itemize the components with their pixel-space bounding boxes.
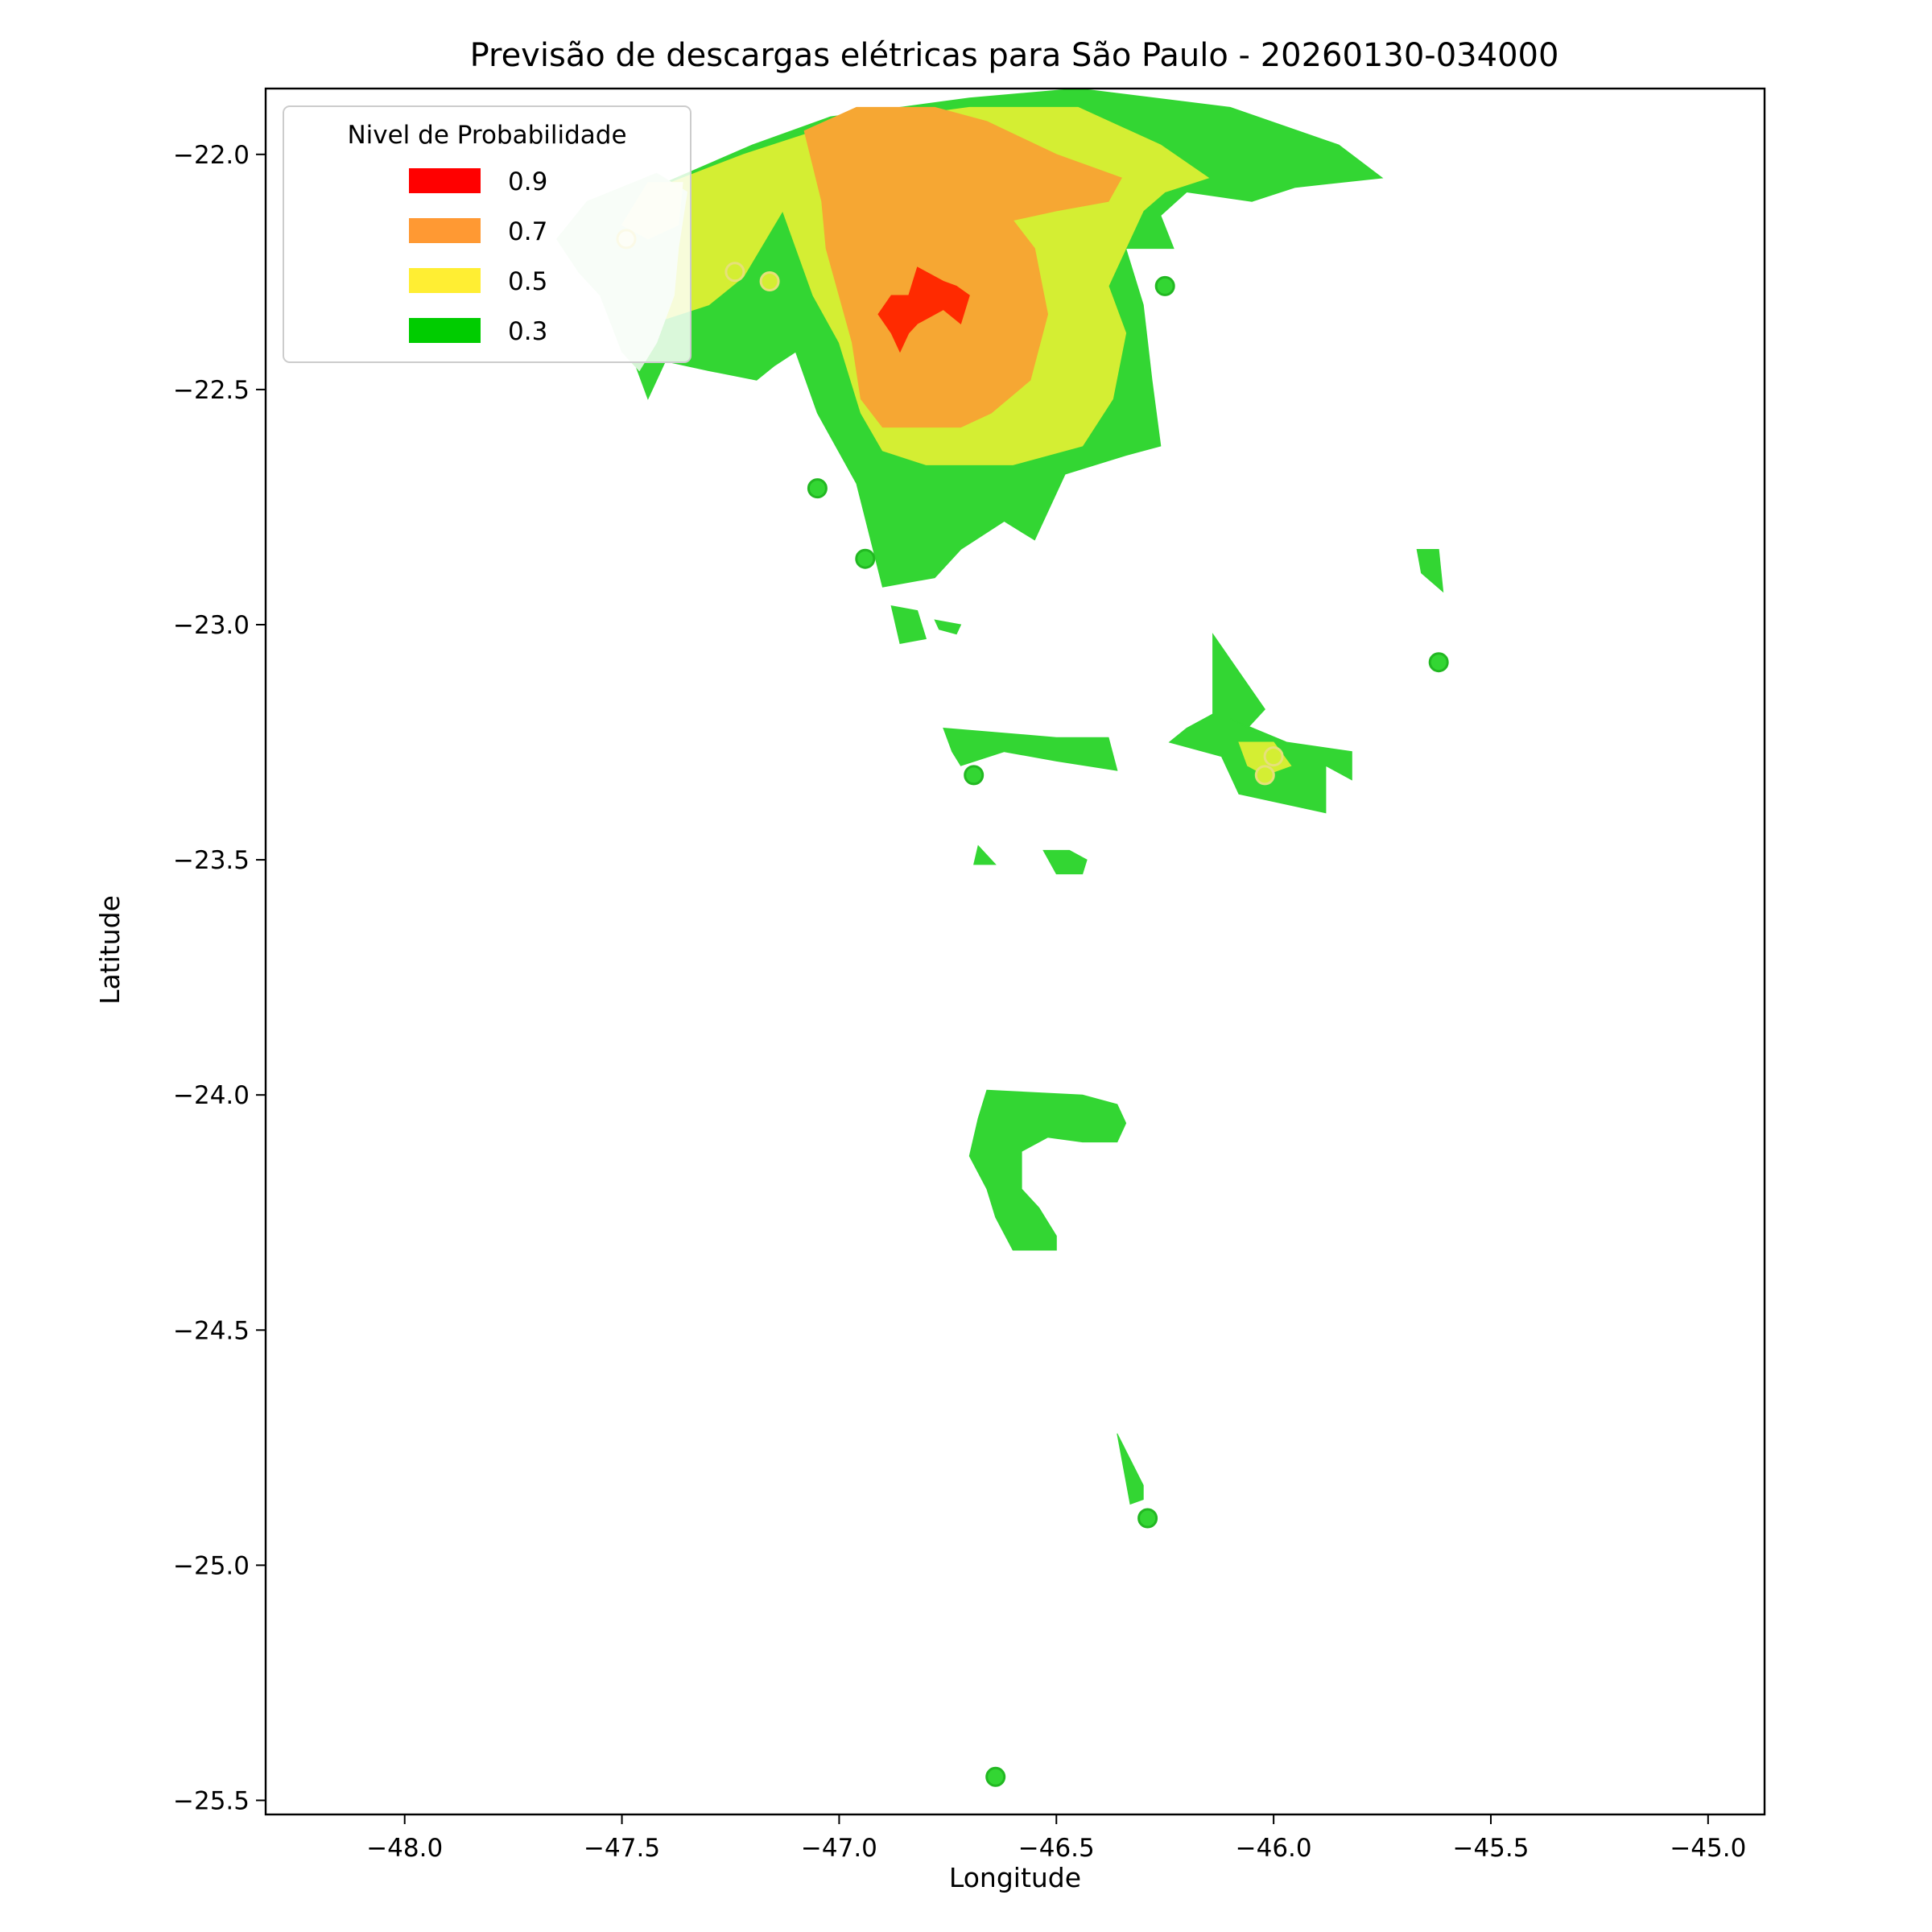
point-marker-4	[807, 478, 828, 499]
x-tick-label: −48.0	[366, 1834, 443, 1863]
legend-label-0.7: 0.7	[508, 217, 547, 246]
point-marker-10	[1137, 1508, 1158, 1529]
x-tick-label: −46.0	[1236, 1834, 1312, 1863]
x-tick-label: −45.5	[1452, 1834, 1529, 1863]
legend-label-0.5: 0.5	[508, 267, 547, 296]
y-tick-label: −24.5	[173, 1316, 250, 1345]
point-marker-3	[1154, 275, 1175, 296]
y-axis-label: Latitude	[94, 895, 126, 1005]
point-marker-6	[1428, 652, 1449, 673]
contour-region-03-7	[1416, 549, 1444, 593]
contour-region-03-3	[943, 727, 1118, 771]
contour-region-03-1	[890, 605, 927, 644]
contour-region-09-13	[877, 266, 970, 353]
legend-title: Nivel de Probabilidade	[347, 121, 626, 150]
contour-region-03-8	[968, 1089, 1127, 1251]
plot-frame	[264, 87, 1766, 1816]
point-marker-2	[759, 271, 780, 291]
y-tick-label: −23.0	[173, 611, 250, 640]
y-tick-label: −25.0	[173, 1551, 250, 1580]
contour-region-03-4	[1168, 633, 1352, 814]
y-tick-label: −25.5	[173, 1786, 250, 1815]
point-marker-8	[1263, 746, 1284, 767]
legend: Nivel de Probabilidade 0.9 0.7 0.5 0.3	[283, 105, 691, 363]
point-marker-1	[724, 262, 745, 283]
legend-swatch-0.9	[409, 168, 481, 193]
contour-region-03-2	[934, 619, 962, 635]
contour-region-03-9	[1117, 1433, 1144, 1505]
legend-swatch-0.5	[409, 268, 481, 293]
legend-swatch-0.3	[409, 318, 481, 343]
contour-region-03-5	[1042, 849, 1088, 875]
plot-area	[555, 89, 1449, 1787]
legend-swatch-0.7	[409, 218, 481, 243]
contour-region-07-12	[803, 106, 1122, 428]
contour-regions	[555, 89, 1444, 1505]
x-tick-label: −45.0	[1670, 1834, 1746, 1863]
x-axis: −48.0 −47.5 −47.0 −46.5 −46.0 −45.5 −45.0	[366, 1814, 1746, 1863]
legend-box	[283, 105, 691, 363]
legend-label-0.3: 0.3	[508, 317, 547, 346]
x-tick-label: −47.0	[801, 1834, 877, 1863]
point-marker-9	[1254, 765, 1275, 786]
y-tick-label: −23.5	[173, 846, 250, 875]
x-tick-label: −46.5	[1018, 1834, 1095, 1863]
point-marker-11	[985, 1766, 1006, 1787]
x-axis-label: Longitude	[949, 1862, 1081, 1893]
point-marker-7	[964, 765, 985, 786]
contour-region-03-6	[973, 844, 997, 865]
x-tick-label: −47.5	[584, 1834, 660, 1863]
point-marker-5	[855, 548, 876, 569]
legend-label-0.9: 0.9	[508, 167, 547, 196]
legend-entries: 0.9 0.7 0.5 0.3	[409, 167, 547, 346]
y-tick-label: −22.5	[173, 376, 250, 405]
chart-title: Previsão de descargas elétricas para São…	[470, 37, 1559, 74]
y-tick-label: −24.0	[173, 1081, 250, 1110]
y-axis: −22.0 −22.5 −23.0 −23.5 −24.0 −24.5 −25.0 −25.5	[173, 141, 266, 1815]
y-tick-label: −22.0	[173, 141, 250, 170]
